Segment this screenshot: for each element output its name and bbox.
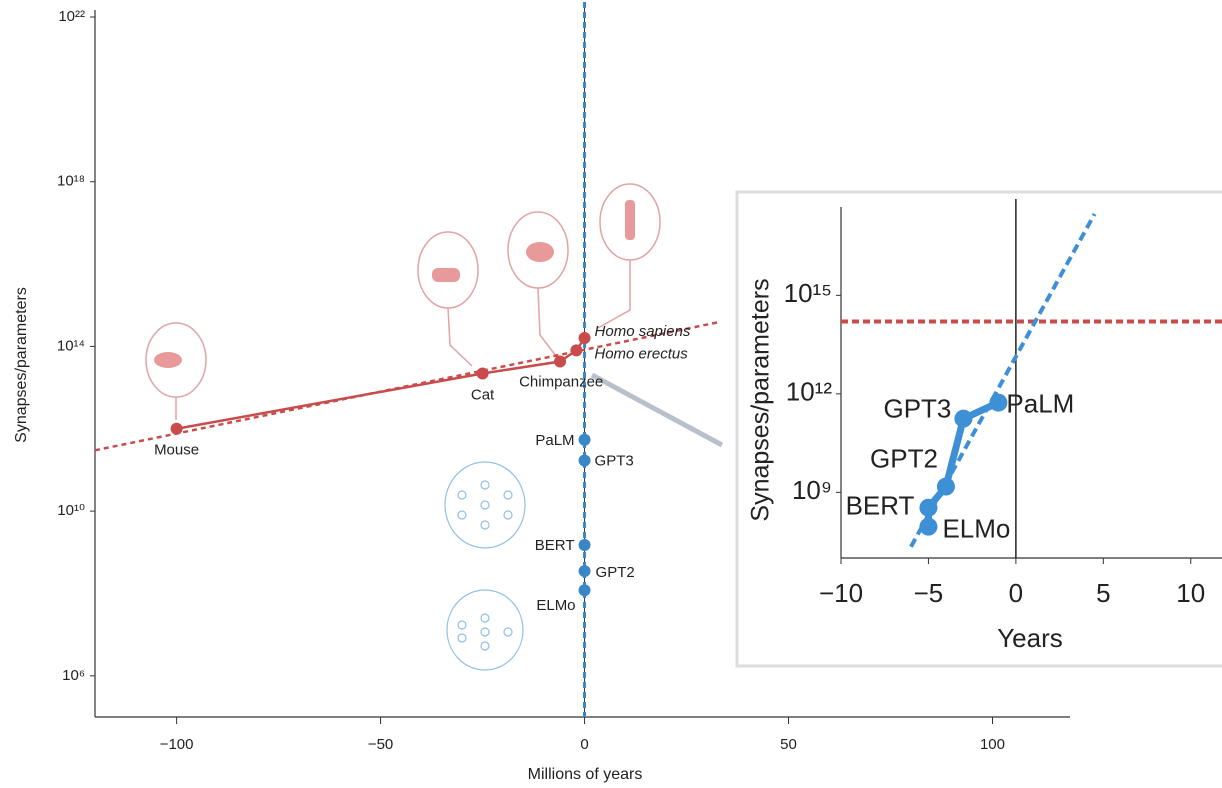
y-tick-label: 10¹⁴	[57, 337, 85, 354]
inset-frame	[735, 190, 1222, 668]
point-label: PaLM	[1006, 388, 1074, 418]
point-label: GPT2	[596, 564, 635, 581]
y-tick-label: 10¹⁸	[57, 173, 85, 190]
network-icons	[444, 461, 526, 671]
x-tick-label: 10	[1176, 578, 1205, 608]
point	[578, 454, 591, 467]
point	[170, 422, 183, 435]
point	[476, 367, 489, 380]
point-label: ELMo	[942, 514, 1010, 544]
point-label: GPT3	[595, 452, 634, 469]
x-tick-label: 50	[780, 736, 797, 753]
x-tick-label: −100	[160, 736, 194, 753]
point	[554, 355, 567, 368]
point-label: ELMo	[536, 597, 575, 614]
x-tick-label: 0	[1009, 578, 1023, 608]
point-label: BERT	[535, 537, 575, 554]
x-tick-label: −5	[914, 578, 944, 608]
x-tick-label: 0	[580, 736, 588, 753]
y-tick-label: 10¹²	[786, 377, 833, 407]
x-tick-label: −10	[819, 578, 863, 608]
point	[919, 498, 938, 517]
point-label: GPT3	[883, 394, 951, 424]
y-tick-label: 10¹⁵	[784, 278, 832, 308]
point	[578, 539, 591, 552]
point-label: Chimpanzee	[519, 373, 603, 390]
x-axis-title: Years	[997, 623, 1063, 653]
y-axis-title: Synapses/parameters	[13, 287, 30, 443]
point	[919, 517, 938, 536]
point	[578, 332, 591, 345]
x-tick-label: 100	[980, 736, 1005, 753]
point-label: BERT	[846, 491, 915, 521]
y-axis-title: Synapses/parameters	[747, 278, 775, 521]
x-tick-label: −50	[368, 736, 393, 753]
point-label: Cat	[471, 386, 495, 403]
point	[954, 409, 973, 428]
y-tick-label: 10⁶	[62, 667, 85, 684]
y-tick-label: 10¹⁰	[57, 502, 85, 519]
point	[578, 584, 591, 597]
point	[578, 565, 591, 578]
point-label: Mouse	[154, 442, 199, 459]
point-label: PaLM	[535, 432, 574, 449]
point-label: GPT2	[870, 443, 938, 473]
x-axis-title: Millions of years	[528, 766, 643, 783]
point-label: Homo sapiens	[595, 323, 691, 340]
y-tick-label: 10⁹	[792, 475, 832, 505]
animal-icons	[145, 183, 661, 420]
inset-connector	[590, 372, 724, 448]
x-tick-label: 5	[1096, 578, 1110, 608]
point-label: Homo erectus	[594, 345, 688, 362]
plot: 10⁹ 10¹² 10¹⁵ −10 −5 0 5 10 Years Synapses/parame…	[747, 199, 1222, 653]
point	[989, 393, 1008, 412]
y-tick-label: 10²²	[58, 8, 85, 25]
point	[578, 433, 591, 446]
point	[570, 344, 583, 357]
point	[936, 477, 955, 496]
